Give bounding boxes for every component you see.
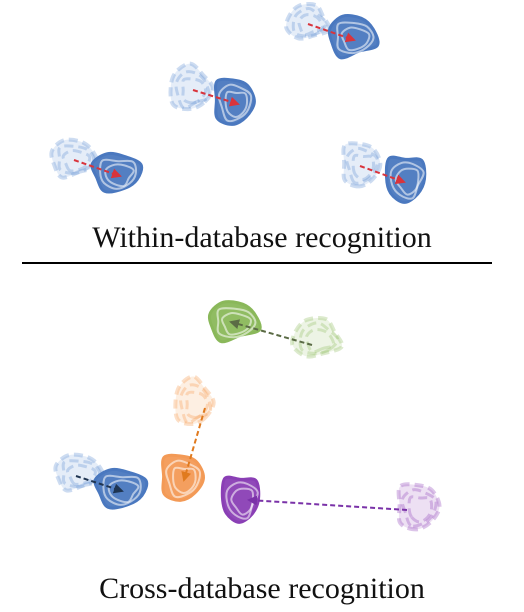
cross-green-source-blob-layer-0 [290,315,345,359]
cross-green-target-blob-layer-1 [216,307,257,339]
cross-green-source-blob-layer-1 [298,321,340,355]
within-top-right-target-blob [327,14,380,60]
within-top-right-target-blob-layer-1 [336,21,375,55]
within-top-right-source-blob-layer-1 [291,6,328,38]
within-left-source-blob-layer-0 [49,137,100,180]
within-top-right-source-blob-layer-0 [284,2,332,41]
cross-purple-target-blob-layer-1 [225,481,259,520]
within-top-right-arrow [307,23,356,43]
cross-green-source-blob [290,315,345,359]
within-right-target-blob [384,155,427,204]
within-left-target-blob [90,151,144,194]
within-top-right-target-blob-layer-2 [340,26,371,52]
within-middle-source-blob-layer-0 [168,61,215,112]
blobs-layer [49,2,442,532]
section-divider [22,262,492,264]
within-left-source-blob-layer-1 [57,144,96,175]
cross-green-target-blob [207,300,262,344]
cross-blue-target-blob-layer-2 [107,479,140,504]
cross-green-arrow [229,319,313,346]
within-left-arrow [73,159,122,179]
cross-green-target-blob-layer-0 [207,300,262,344]
cross-purple-source-blob-layer-1 [400,488,438,528]
within-right-source-blob-layer-0 [341,141,383,189]
within-right-source-blob-layer-2 [351,153,376,182]
cross-orange-arrow [181,407,206,482]
cross-orange-target-blob-layer-2 [172,466,197,494]
within-middle-source-blob [168,61,215,112]
within-right-target-blob-layer-1 [389,161,425,200]
within-left-target-blob-layer-2 [104,163,135,188]
cross-orange-target-blob [161,453,205,502]
within-left-source-blob [49,137,100,180]
arrows-layer [73,23,408,511]
cross-orange-source-blob [173,374,216,427]
cross-orange-source-blob-layer-1 [179,383,213,425]
cross-green-target-blob-layer-2 [220,311,252,336]
within-middle-source-blob-layer-1 [174,70,211,110]
within-right-source-blob [341,141,383,189]
cross-database-caption: Cross-database recognition [99,572,425,605]
cross-green-source-blob-layer-2 [304,328,336,354]
cross-purple-source-blob-layer-0 [396,482,442,532]
within-top-right-target-blob-layer-0 [327,14,380,60]
within-left-source-blob-layer-2 [61,149,92,173]
within-middle-target-blob-layer-1 [217,83,253,123]
within-right-source-blob-layer-1 [345,146,379,185]
within-database-caption: Within-database recognition [92,221,432,254]
within-middle-target-blob [214,77,256,126]
within-right-target-blob-layer-2 [394,167,420,196]
within-top-right-source-blob-layer-2 [297,13,325,37]
cross-purple-arrow [247,495,408,511]
cross-blue-target-blob [93,467,149,510]
cross-purple-source-blob [396,482,442,532]
cross-blue-arrow [75,475,124,494]
cross-blue-source-blob-layer-2 [66,463,97,486]
within-top-right-source-blob [284,2,332,41]
